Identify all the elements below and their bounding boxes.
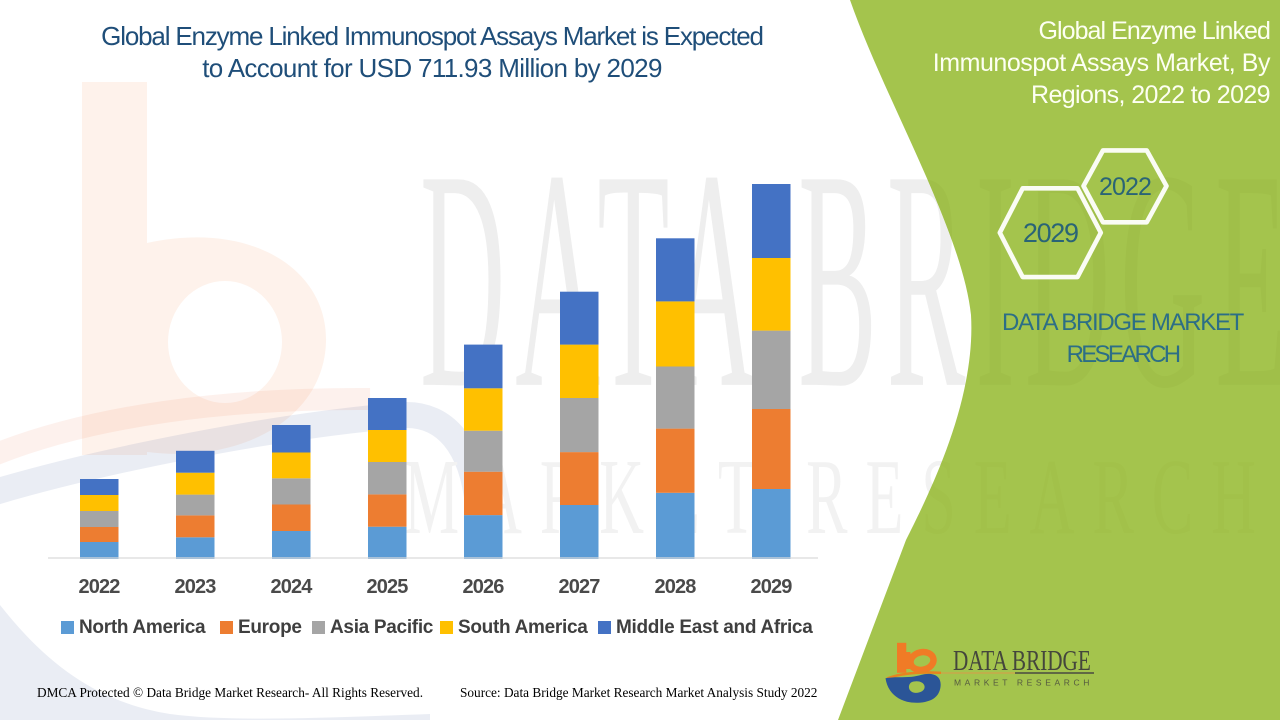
svg-text:DATA BRIDGE: DATA BRIDGE — [953, 645, 1091, 677]
svg-text:2029: 2029 — [1023, 218, 1078, 248]
svg-text:MARKET RESEARCH: MARKET RESEARCH — [954, 678, 1094, 688]
svg-text:2022: 2022 — [1099, 173, 1151, 201]
svg-text:DATA BRIDGE: DATA BRIDGE — [420, 107, 1280, 454]
